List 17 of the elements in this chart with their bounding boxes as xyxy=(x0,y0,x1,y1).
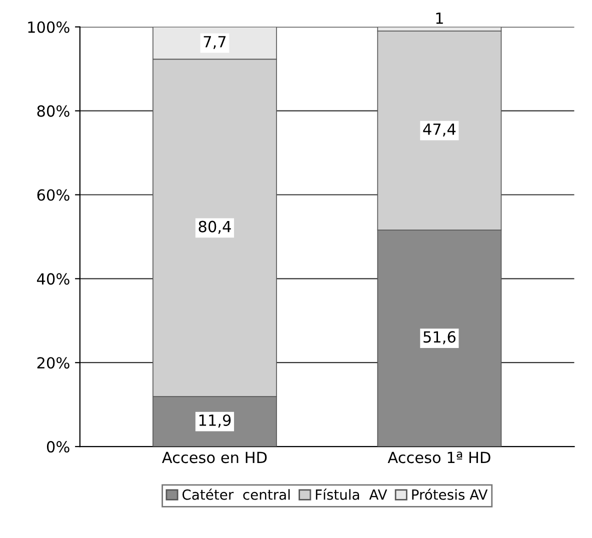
data-label: 1 xyxy=(436,12,443,24)
legend-label: Fístula AV xyxy=(316,488,388,500)
y-tick-label: 60% xyxy=(37,189,70,201)
legend-label: Catéter central xyxy=(182,488,290,500)
x-tick-label: Acceso 1ª HD xyxy=(388,452,490,464)
y-tick-label: 100% xyxy=(28,21,70,33)
data-label: 51,6 xyxy=(424,331,456,344)
data-label: 11,9 xyxy=(199,414,231,428)
y-tick-label: 0% xyxy=(46,441,70,453)
y-tick-label: 40% xyxy=(36,273,70,285)
y-tick-label: 80% xyxy=(37,105,70,117)
legend-label: Prótesis AV xyxy=(412,488,488,500)
y-tick-label: 20% xyxy=(37,357,70,369)
x-tick-label: Acceso en HD xyxy=(162,452,267,464)
data-label: 80,4 xyxy=(198,220,231,234)
data-label: 47,4 xyxy=(423,124,456,137)
data-label: 7,7 xyxy=(204,36,226,50)
